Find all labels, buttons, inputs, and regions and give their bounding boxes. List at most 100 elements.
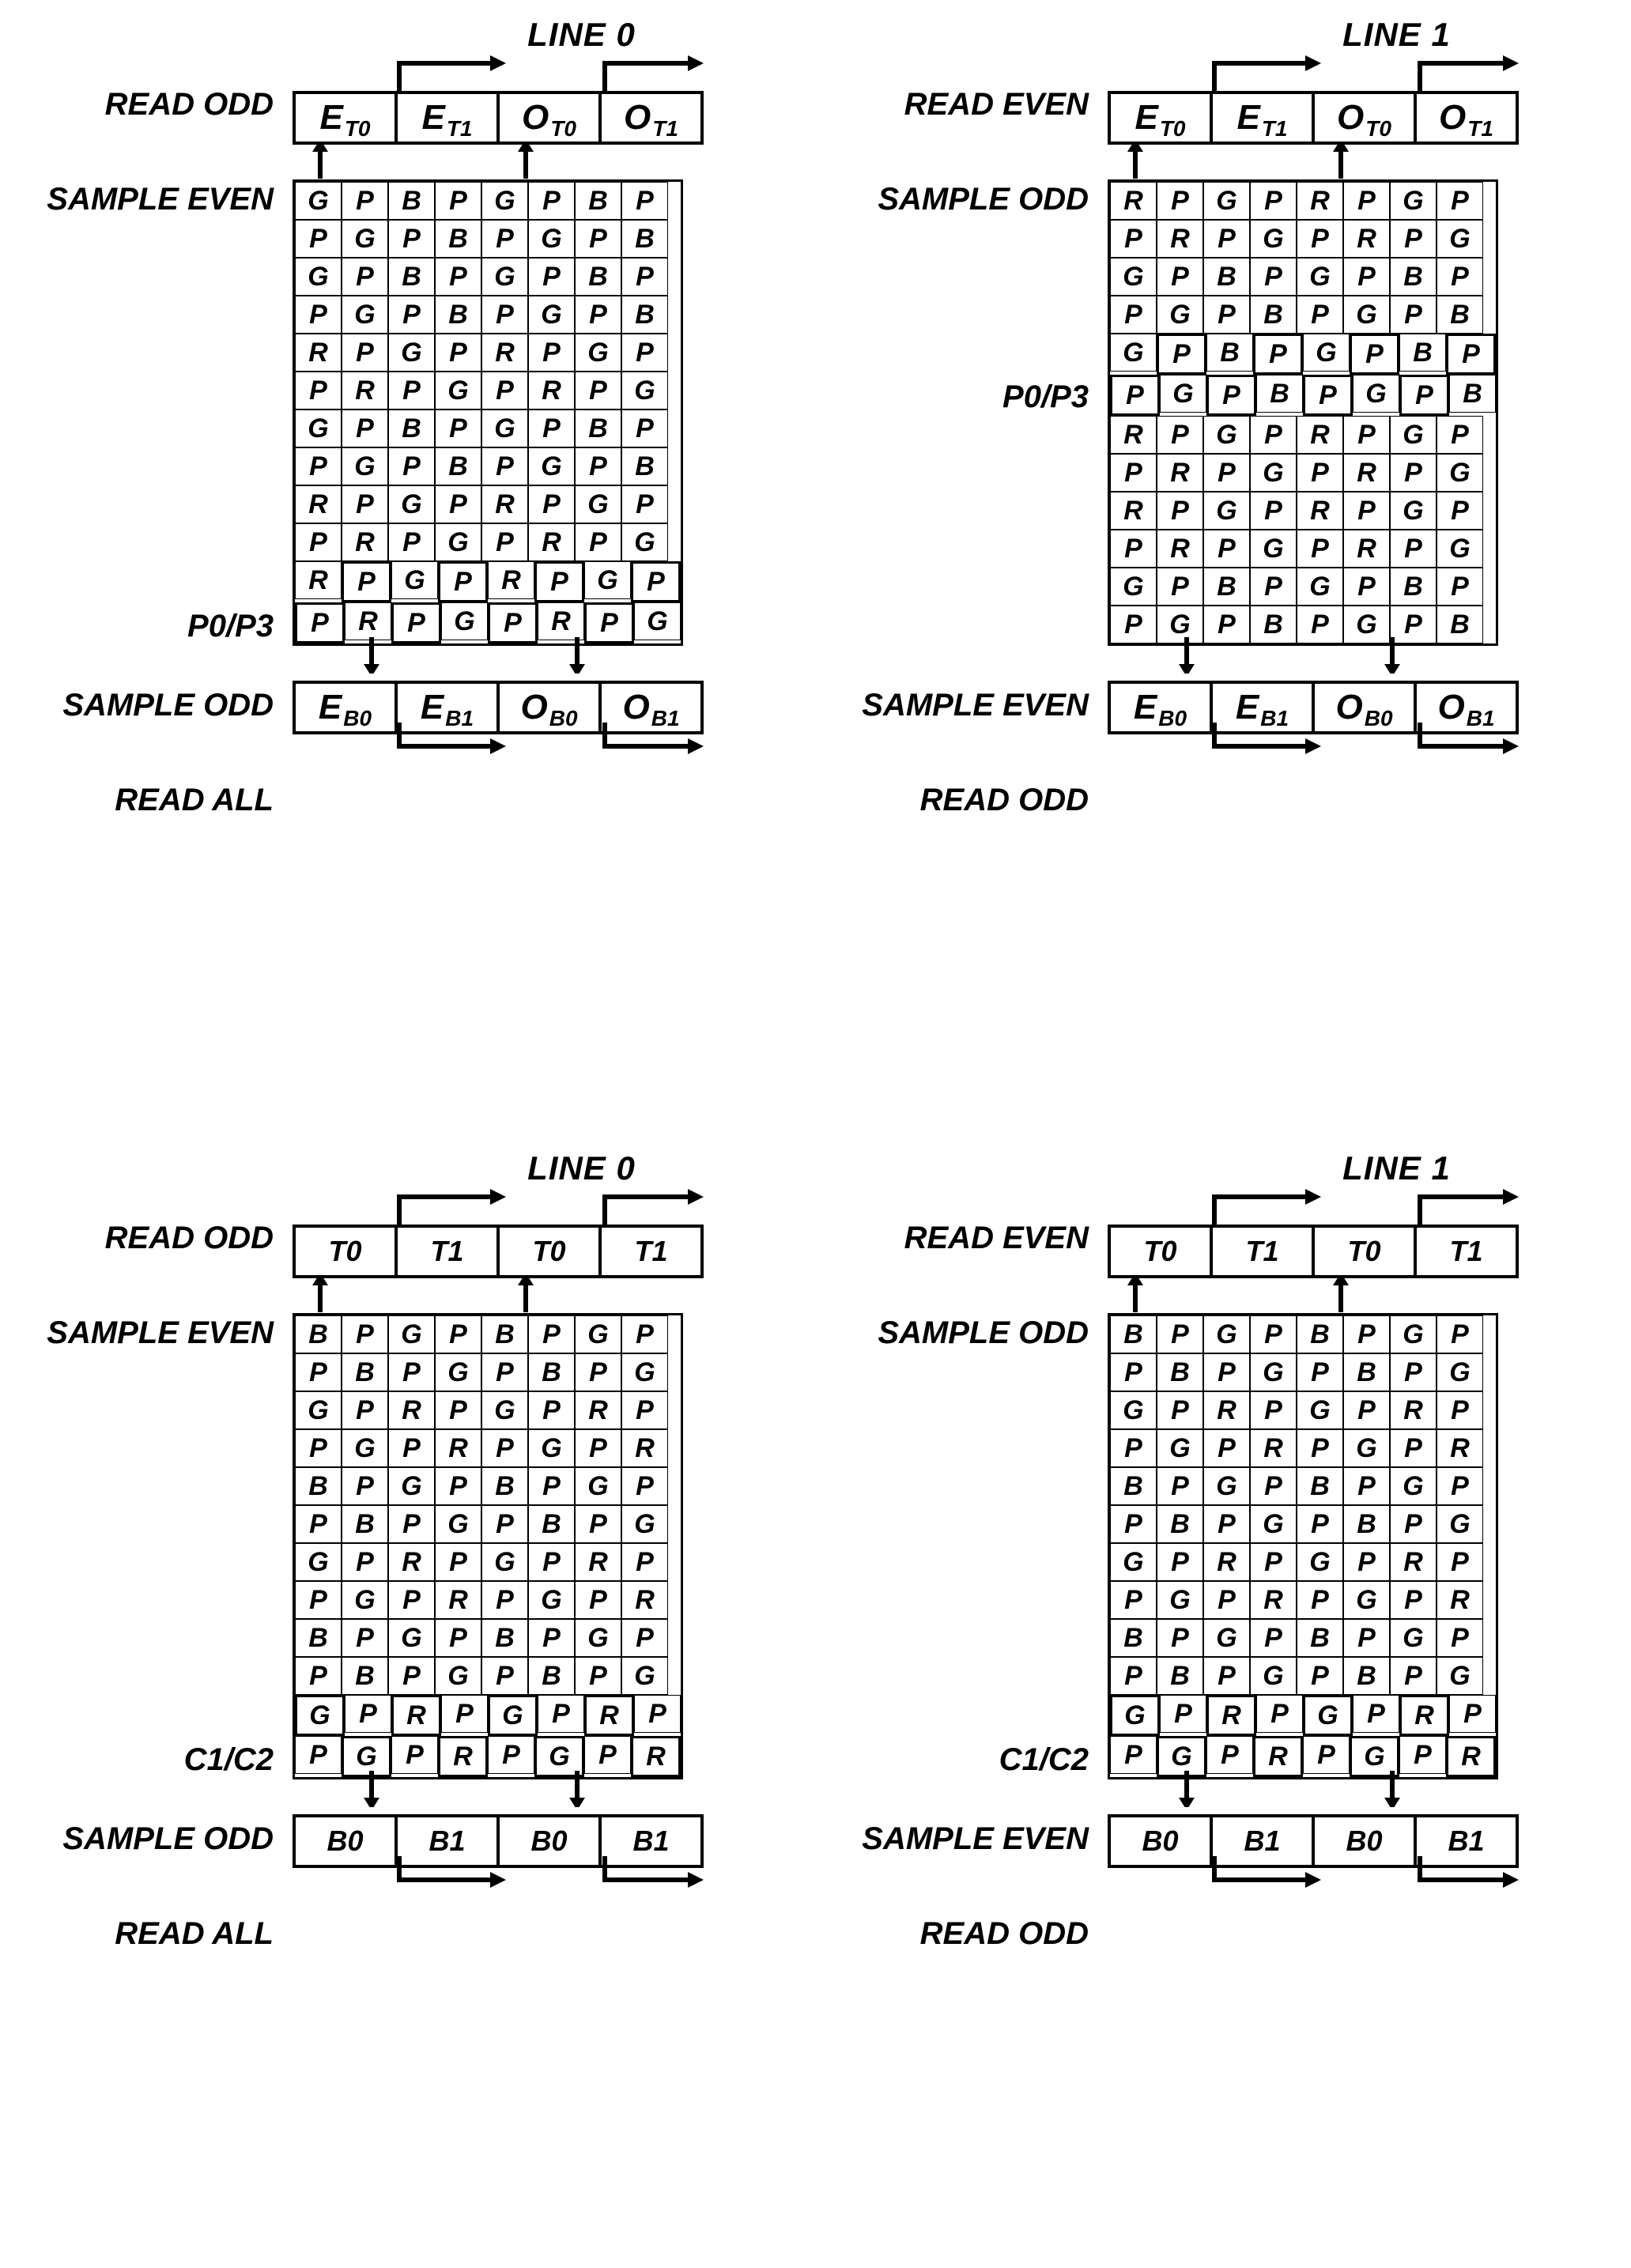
grid-cell: P — [634, 1695, 681, 1733]
grid-cell: B — [1297, 1619, 1343, 1657]
grid-cell: P — [575, 1505, 621, 1543]
grid-cell: P — [575, 220, 621, 258]
grid-cell: P — [1110, 1657, 1157, 1695]
grid-cell: P — [1250, 1467, 1297, 1505]
grid-cell: G — [528, 1429, 575, 1467]
grid-cell: P — [488, 1736, 534, 1774]
grid-row: PRPGPRPG — [1110, 454, 1496, 492]
grid-cell: G — [1203, 1315, 1250, 1353]
grid-cell: G — [1303, 1695, 1353, 1736]
grid-cell: R — [488, 561, 534, 599]
grid-cell: P — [631, 561, 681, 602]
bottom-registers: EB0EB1OB0OB1 — [293, 681, 704, 734]
grid-cell: P — [1203, 1353, 1250, 1391]
grid-cell: P — [481, 220, 528, 258]
grid-cell: P — [621, 1391, 668, 1429]
sample-top-label: SAMPLE ODD — [878, 182, 1089, 217]
grid-cell: P — [1437, 492, 1483, 530]
grid-cell: P — [481, 523, 528, 561]
grid-cell: B — [575, 182, 621, 220]
top-reg-cell: OT0 — [1315, 91, 1417, 145]
grid-cell: G — [1390, 182, 1437, 220]
grid-cell: P — [295, 1505, 342, 1543]
bot-reg-cell: EB0 — [293, 681, 398, 734]
grid-cell: G — [295, 409, 342, 447]
grid-cell: R — [345, 602, 391, 640]
top-reg-cell: OT1 — [602, 91, 704, 145]
grid-cell: R — [295, 334, 342, 372]
grid-row: GPBPGPBP — [295, 258, 681, 296]
grid-cell: P — [575, 1429, 621, 1467]
cluster: T0T1T0T1BPGPBPGPPBPGPBPGGPRPGPRPPGPRPGPR… — [1108, 1181, 1519, 1868]
grid-cell: P — [1110, 530, 1157, 568]
grid-cell: P — [1110, 296, 1157, 334]
grid-cell: P — [435, 1467, 481, 1505]
grid-cell: P — [342, 258, 388, 296]
grid-cell: R — [1203, 1543, 1250, 1581]
top-registers: ET0ET1OT0OT1 — [293, 91, 704, 145]
grid-cell: P — [388, 447, 435, 485]
read-bot-label: READ ALL — [115, 1916, 274, 1952]
pixel-grid: GPBPGPBPPGPBPGPBGPBPGPBPPGPBPGPBRPGPRPGP… — [293, 179, 683, 646]
grid-cell: P — [1110, 1353, 1157, 1391]
grid-cell: G — [1437, 530, 1483, 568]
grid-cell: B — [1343, 1505, 1390, 1543]
grid-cell: P — [388, 1429, 435, 1467]
grid-cell: P — [1250, 1619, 1297, 1657]
top-arrows — [1108, 47, 1519, 95]
grid-cell: G — [621, 1505, 668, 1543]
cluster: ET0ET1OT0OT1RPGPRPGPPRPGPRPGGPBPGPBPPGPB… — [1108, 47, 1519, 734]
grid-cell: P — [1203, 1657, 1250, 1695]
top-reg-cell: T1 — [1417, 1225, 1519, 1278]
pixel-grid: RPGPRPGPPRPGPRPGGPBPGPBPPGPBPGPBGPBPGPBP… — [1108, 179, 1498, 646]
grid-row: PGPBPGPB — [295, 220, 681, 258]
grid-cell: P — [1157, 182, 1203, 220]
grid-cell: G — [575, 485, 621, 523]
grid-cell: G — [435, 1353, 481, 1391]
grid-cell: G — [575, 334, 621, 372]
grid-cell: G — [1203, 1467, 1250, 1505]
grid-cell: P — [1110, 1429, 1157, 1467]
grid-cell: P — [1250, 1315, 1297, 1353]
grid-row: GPBPGPBP — [1110, 258, 1496, 296]
grid-cell: P — [342, 1619, 388, 1657]
grid-cell: G — [488, 1695, 538, 1736]
grid-row: PGPRPGPR — [1110, 1581, 1496, 1619]
grid-cell: G — [1110, 1695, 1160, 1736]
bot-reg-cell: B0 — [293, 1814, 398, 1868]
grid-cell: B — [1390, 258, 1437, 296]
grid-cell: P — [388, 1353, 435, 1391]
grid-cell: P — [1203, 1505, 1250, 1543]
grid-row: RPGPRPGP — [1110, 492, 1496, 530]
grid-cell: R — [1343, 220, 1390, 258]
grid-cell: P — [1250, 1543, 1297, 1581]
grid-cell: P — [295, 447, 342, 485]
grid-row: PGPBPGPB — [1110, 296, 1496, 334]
grid-cell: P — [1110, 1581, 1157, 1619]
grid-cell: B — [435, 220, 481, 258]
grid-cell: B — [1437, 606, 1483, 643]
grid-cell: P — [1297, 1429, 1343, 1467]
top-reg-cell: ET1 — [1213, 91, 1315, 145]
grid-cell: R — [342, 523, 388, 561]
grid-cell: P — [1157, 1543, 1203, 1581]
bot-reg-cell: B1 — [1213, 1814, 1315, 1868]
grid-cell: P — [534, 561, 584, 602]
grid-cell: G — [1297, 1543, 1343, 1581]
grid-cell: G — [481, 1543, 528, 1581]
grid-cell: B — [528, 1353, 575, 1391]
grid-cell: G — [342, 447, 388, 485]
grid-cell: P — [1343, 1391, 1390, 1429]
grid-cell: G — [1437, 1353, 1483, 1391]
grid-cell: R — [1110, 416, 1157, 454]
grid-cell: G — [1250, 530, 1297, 568]
grid-cell: G — [575, 1467, 621, 1505]
grid-row: GPRPGPRP — [1110, 1391, 1496, 1429]
grid-cell: B — [621, 296, 668, 334]
grid-cell: P — [1390, 606, 1437, 643]
grid-cell: B — [342, 1505, 388, 1543]
grid-cell: P — [295, 1353, 342, 1391]
top-reg-cell: ET0 — [1108, 91, 1213, 145]
grid-cell: P — [575, 1581, 621, 1619]
grid-cell: G — [342, 220, 388, 258]
